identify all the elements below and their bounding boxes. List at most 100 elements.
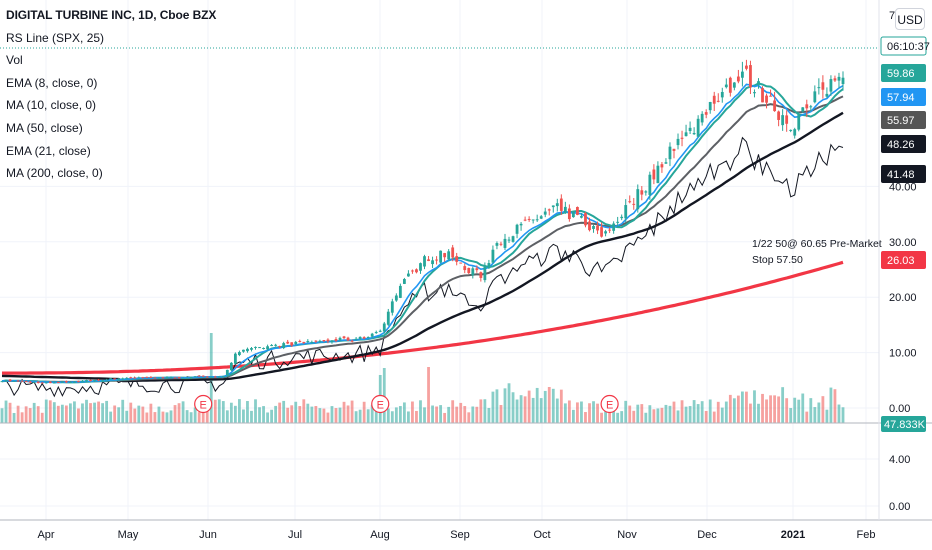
volume-bar (294, 401, 298, 423)
volume-bar (85, 399, 88, 423)
candle-body (125, 377, 129, 379)
candle-body (322, 340, 326, 342)
candle-body (282, 343, 286, 349)
volume-bar (459, 402, 463, 423)
volume-bar (439, 405, 443, 423)
candle-body (185, 377, 189, 379)
volume-bar (374, 407, 378, 423)
volume-bar (672, 401, 676, 423)
candle-body (596, 225, 599, 231)
candle-body (338, 337, 342, 341)
candle-body (636, 189, 640, 210)
volume-bar (362, 401, 366, 423)
volume-bar (483, 399, 487, 423)
time-tick-label: Jun (199, 529, 217, 541)
candle-body (652, 169, 656, 180)
volume-bar (233, 405, 237, 423)
volume-tick-label: 4.00 (889, 454, 910, 466)
volume-bar (551, 388, 555, 423)
candle-body (390, 301, 394, 313)
legend-rs-line[interactable]: RS Line (SPX, 25) (6, 30, 105, 45)
candle-body (716, 100, 720, 102)
volume-bar (318, 408, 322, 423)
volume-bar (451, 400, 455, 423)
volume-bar (125, 410, 129, 423)
volume-bar (785, 398, 789, 423)
volume-bar (632, 410, 636, 423)
volume-bar (0, 408, 4, 423)
candle-body (60, 381, 64, 383)
volume-bar (447, 406, 451, 423)
candle-body (584, 213, 587, 226)
candle-body (105, 379, 109, 381)
candle-body (745, 65, 748, 69)
price-badge (881, 111, 926, 129)
legend-ema21[interactable]: EMA (21, close) (6, 143, 91, 158)
volume-bar (411, 401, 414, 423)
earnings-marker[interactable] (194, 394, 213, 414)
candle-body (431, 260, 434, 265)
volume-bar (213, 399, 217, 423)
volume-bar (580, 401, 583, 423)
candle-body (720, 91, 724, 98)
volume-bar (543, 390, 547, 423)
candle-body (374, 332, 378, 334)
candle-body (704, 112, 708, 115)
volume-bar (314, 406, 318, 423)
earnings-marker[interactable] (371, 394, 390, 414)
volume-bar (443, 412, 447, 423)
volume-bar (801, 393, 805, 423)
volume-bar (306, 403, 310, 423)
volume-bar (781, 387, 785, 423)
candle-body (451, 247, 455, 258)
volume-bar (684, 406, 688, 423)
volume-bar (16, 405, 20, 423)
candle-body (286, 341, 290, 344)
volume-bar (692, 400, 696, 423)
candle-body (692, 132, 696, 135)
candle-body (274, 344, 278, 346)
price-badge-label: 06:10:37 (887, 41, 930, 53)
volume-bar (217, 399, 221, 423)
candle-body (616, 221, 620, 223)
volume-bar (535, 387, 539, 423)
candle-body (576, 207, 579, 215)
candle-body (801, 107, 805, 112)
volume-bar (539, 398, 543, 423)
currency-button[interactable]: USD (895, 8, 925, 30)
volume-bar (423, 407, 426, 423)
candle-body (221, 375, 225, 377)
volume-bar (704, 410, 708, 423)
candle-body (165, 376, 169, 379)
candle-body (672, 148, 676, 151)
legend-ma200[interactable]: MA (200, close, 0) (6, 166, 103, 181)
candle-body (117, 378, 121, 380)
volume-bar (471, 406, 475, 423)
candle-body (394, 295, 398, 301)
volume-bar (736, 395, 740, 423)
volume-bar (531, 397, 535, 423)
legend-vol[interactable]: Vol (6, 53, 23, 68)
volume-bar (612, 404, 616, 423)
legend-ema8[interactable]: EMA (8, close, 0) (6, 75, 98, 90)
legend-ma50[interactable]: MA (50, close) (6, 120, 83, 135)
earnings-marker[interactable] (600, 394, 619, 414)
volume-bar (229, 402, 233, 423)
symbol-title[interactable]: DIGITAL TURBINE INC, 1D, Cboe BZX (6, 8, 217, 22)
volume-bar (129, 402, 133, 423)
volume-bar (105, 400, 109, 423)
candle-body (20, 380, 24, 382)
candle-body (793, 129, 797, 136)
volume-bar (113, 405, 117, 423)
volume-bar (366, 409, 370, 423)
volume-bar (628, 405, 632, 423)
volume-bar (515, 399, 519, 423)
legend-ma10[interactable]: MA (10, close, 0) (6, 98, 97, 113)
candle-body (294, 341, 298, 345)
time-axis[interactable]: Apr May Jun Jul Aug Sep Oct Nov Dec 2021 Feb (37, 529, 875, 541)
volume-bars (0, 333, 845, 423)
price-badge-label: 41.48 (887, 169, 915, 181)
